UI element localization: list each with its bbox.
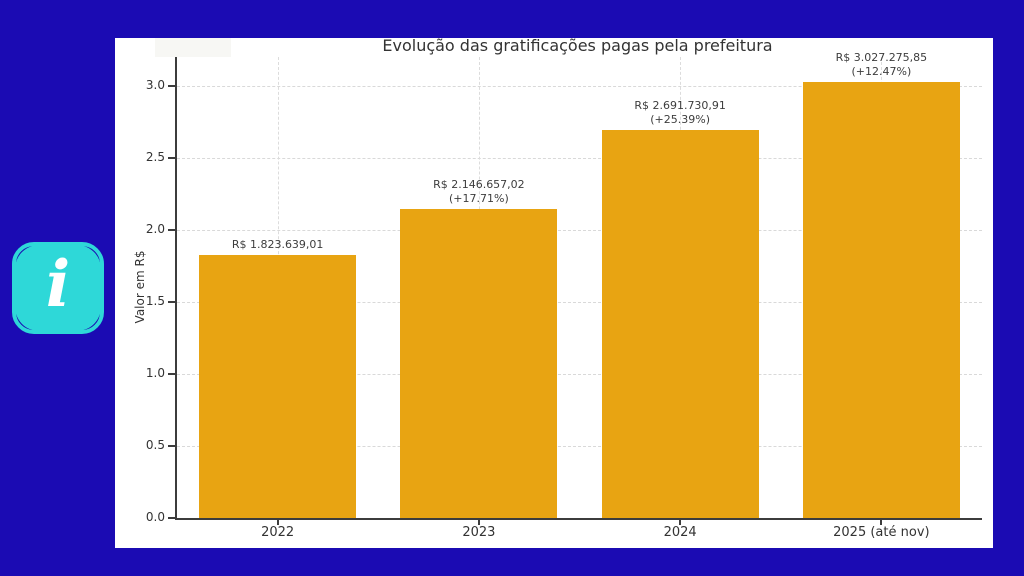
y-tick-label: 1.0 — [145, 365, 165, 380]
y-axis-label: Valor em R$ — [133, 250, 147, 324]
x-tick-label: 2024 — [663, 525, 697, 540]
y-axis-tick — [168, 156, 175, 159]
x-axis-tick — [679, 518, 682, 525]
x-tick-label: 2025 (até nov) — [833, 525, 930, 540]
gridline-h — [177, 301, 982, 303]
x-axis-tick — [880, 518, 883, 525]
bar-value-label: R$ 2.691.730,91 (+25.39%) — [634, 99, 726, 127]
bar-value-label: R$ 2.146.657,02 (+17.71%) — [433, 177, 525, 205]
bar-2025 — [802, 81, 960, 518]
app-logo: i — [12, 242, 104, 334]
y-axis-tick — [168, 228, 175, 231]
gridline-h — [177, 157, 982, 159]
bar-2022 — [199, 255, 357, 518]
bar-2023 — [400, 208, 558, 518]
y-axis-tick — [168, 517, 175, 519]
y-axis-tick — [168, 300, 175, 303]
gridline-h — [177, 445, 982, 447]
bar-2024 — [601, 130, 759, 518]
y-tick-label: 0.0 — [145, 510, 165, 524]
bar-value-label: R$ 1.823.639,01 — [231, 238, 324, 252]
logo-fill — [15, 245, 101, 331]
chart-title: Evolução das gratificações pagas pela pr… — [382, 36, 773, 55]
y-axis-tick — [168, 372, 175, 375]
gridline-h — [177, 373, 982, 375]
y-tick-label: 0.5 — [145, 437, 165, 452]
x-axis-tick — [276, 518, 279, 525]
y-axis-tick — [168, 444, 175, 447]
bar-value-label: R$ 3.027.275,85 (+12.47%) — [835, 50, 928, 78]
gridline-h — [177, 229, 982, 231]
logo-ring — [12, 242, 104, 334]
y-axis-tick — [168, 84, 175, 87]
x-tick-label: 2022 — [261, 525, 295, 540]
chart-panel: Evolução das gratificações pagas pela pr… — [115, 36, 993, 548]
x-axis-tick — [477, 518, 480, 525]
y-tick-label: 1.5 — [145, 293, 165, 308]
axis-offset-patch — [155, 38, 231, 57]
y-tick-label: 2.5 — [145, 149, 165, 164]
gridline-h — [177, 85, 982, 87]
italic-i-icon: i — [45, 246, 71, 322]
y-tick-label: 3.0 — [145, 77, 165, 92]
x-tick-label: 2023 — [462, 525, 496, 540]
plot-area: 0.0 0.5 1.0 1.5 2.0 2.5 3.0 R$ 1.823.639,01 2022… — [146, 51, 982, 540]
y-tick-label: 2.0 — [145, 221, 165, 236]
